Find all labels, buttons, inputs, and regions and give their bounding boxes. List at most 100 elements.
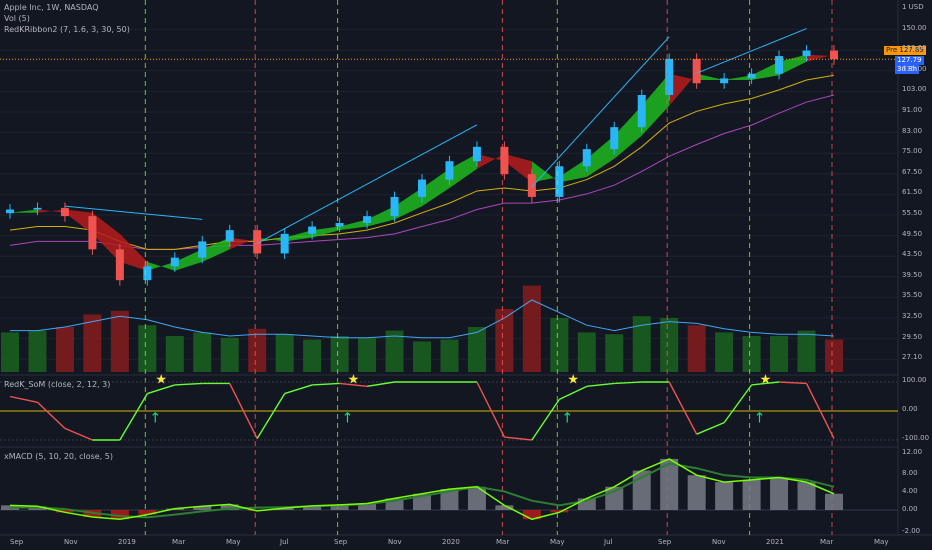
candle-body [60, 207, 69, 217]
candle-body [527, 174, 536, 197]
price-tick-label: 67.50 [902, 167, 923, 176]
trend-arrow [696, 28, 807, 74]
macd-tick-label: 4.00 [902, 487, 918, 495]
volume-bar [660, 318, 679, 372]
som-line-segment [805, 383, 835, 439]
candle-body [308, 226, 317, 234]
ma-slow-line [9, 74, 835, 250]
macd-histogram-bar [55, 510, 74, 513]
volume-bar [742, 336, 761, 372]
ribbon-segment [64, 209, 93, 234]
ribbon-segment [669, 73, 697, 106]
price-tick-label: 49.50 [902, 229, 923, 238]
som-line-segment [696, 421, 725, 435]
volume-bar [220, 337, 239, 372]
ribbon-segment [367, 206, 395, 227]
ribbon-segment [229, 237, 258, 250]
price-tick-label: 75.00 [902, 147, 923, 156]
som-line-segment [723, 384, 753, 424]
candle-body [33, 207, 42, 210]
macd-histogram-bar [193, 506, 212, 510]
candle-body [692, 58, 701, 84]
macd-tick-label: 8.00 [902, 469, 918, 477]
up-arrow-icon: ↑ [561, 411, 573, 427]
ribbon-segment [751, 61, 780, 80]
macd-histogram-bar [495, 505, 514, 510]
symbol-label: Apple Inc, 1W, NASDAQ [4, 3, 99, 12]
som-line-segment [668, 381, 698, 435]
time-tick-label: Sep [10, 538, 24, 546]
macd-histogram-bar [577, 498, 596, 510]
som-line-segment [36, 401, 66, 429]
time-tick-label: Nov [64, 538, 78, 546]
time-tick-label: Nov [712, 538, 726, 546]
candle-body [225, 230, 234, 242]
volume-bar [83, 314, 102, 372]
som-line-segment [531, 399, 560, 441]
time-tick-label: Sep [334, 538, 348, 546]
volume-bar [358, 337, 377, 372]
last-price-tag: 127.79 [895, 56, 924, 65]
macd-histogram-bar [522, 510, 541, 520]
som-line-segment [147, 384, 176, 395]
volume-bar [55, 327, 74, 372]
trend-arrow [64, 205, 203, 220]
candle-body [198, 241, 207, 258]
volume-bar [797, 330, 816, 372]
star-icon: ★ [567, 372, 579, 387]
macd-histogram-bar [550, 510, 569, 513]
volume-bar [138, 325, 157, 372]
ma-long-line [9, 94, 835, 250]
ribbon-segment [641, 73, 670, 136]
price-tick-label: 150.00 [902, 23, 927, 32]
macd-histogram-bar [770, 477, 789, 510]
macd-histogram-bar [275, 508, 294, 510]
macd-tick-label: 0.00 [902, 505, 918, 513]
ribbon-segment [614, 105, 642, 159]
volume-bar [165, 336, 184, 372]
macd-histogram-bar [742, 479, 761, 510]
ribbon-segment [559, 158, 587, 183]
candle-body [747, 73, 756, 79]
volume-bar [413, 341, 431, 372]
macd-histogram-bar [303, 505, 322, 510]
candle-body [500, 146, 509, 175]
pre-market-tag: Pre 127.89 [884, 46, 926, 55]
candle-body [472, 146, 481, 162]
som-line-segment [366, 381, 395, 388]
ribbon-segment [476, 153, 505, 169]
volume-bar [1, 332, 19, 372]
ribbon-segment [422, 168, 450, 207]
ribbon-segment [312, 226, 340, 238]
price-tick-label: 29.50 [902, 332, 923, 341]
macd-histogram-bar [220, 504, 239, 510]
candle-body [582, 149, 591, 167]
ribbon-segment [696, 73, 725, 80]
price-tick-label: 61.50 [902, 188, 923, 197]
som-line-segment [64, 427, 93, 441]
som-line-segment [256, 393, 286, 439]
time-tick-label: May [550, 538, 565, 546]
up-arrow-icon: ↑ [754, 411, 766, 427]
volume-bar [577, 332, 596, 372]
volume-bar [28, 330, 47, 372]
candle-body [115, 249, 124, 281]
volume-bar [440, 339, 459, 372]
volume-bar [770, 336, 789, 372]
candle-body [637, 94, 646, 128]
time-tick-label: Sep [658, 538, 672, 546]
som-line-segment [751, 381, 780, 386]
candle-body [555, 166, 564, 197]
time-tick-label: 2019 [118, 538, 136, 546]
candle-body [445, 161, 454, 180]
ribbon-segment [284, 230, 313, 242]
candle-body [280, 233, 289, 254]
price-tick-label: 133.00 [902, 44, 927, 53]
volume-bar [522, 285, 541, 372]
som-tick-label: 0.00 [902, 405, 918, 413]
trend-arrow [531, 36, 670, 188]
som-line-segment [312, 382, 340, 386]
volume-bar [110, 310, 129, 372]
price-tick-label: 32.50 [902, 312, 923, 320]
